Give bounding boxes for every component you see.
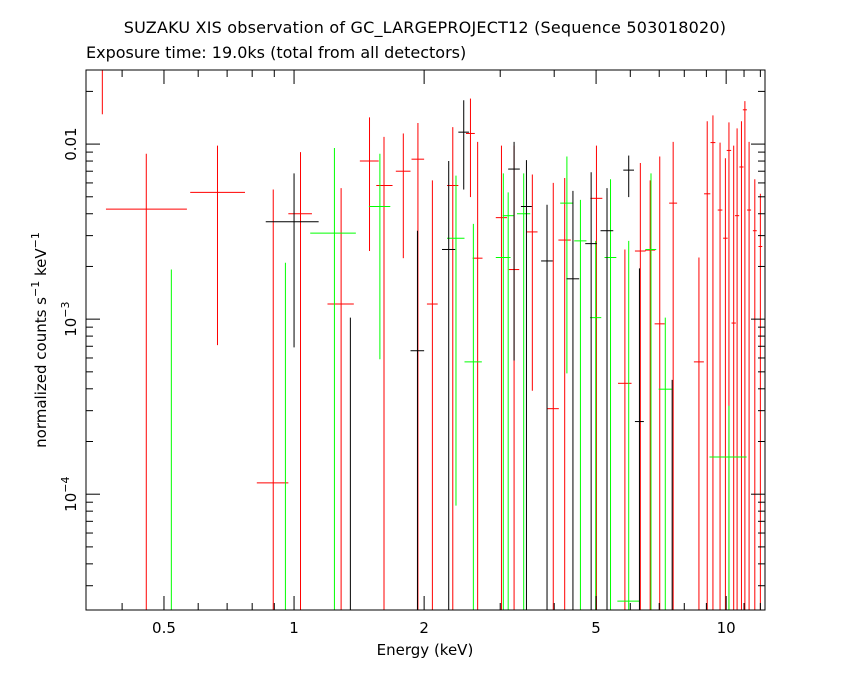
data-point (541, 204, 553, 610)
x-axis-ticks: 0.5 1 2 5 10 (121, 70, 761, 637)
data-point (658, 317, 672, 610)
data-point (560, 156, 574, 374)
svg-text:10−4: 10−4 (59, 477, 80, 512)
data-point (731, 145, 736, 610)
data-point (623, 155, 635, 198)
data-point (604, 179, 617, 610)
data-point (618, 249, 632, 610)
data-point (709, 405, 747, 610)
data-point (739, 121, 744, 610)
data-point (508, 141, 520, 361)
data-point (574, 199, 587, 610)
data-point (359, 117, 379, 252)
y-tick-label: 10−4 (59, 477, 80, 512)
data-point (742, 101, 747, 610)
data-point (447, 175, 465, 506)
data-point (752, 179, 757, 610)
data-point (717, 142, 723, 610)
data-point (645, 180, 656, 610)
data-point (758, 193, 763, 610)
x-tick-label: 1 (289, 619, 299, 637)
data-point (442, 161, 456, 610)
data-point (395, 133, 411, 259)
data-point (600, 188, 614, 610)
data-point (734, 128, 740, 610)
data-point (747, 141, 752, 610)
data-point (410, 230, 425, 610)
data-point (617, 240, 640, 610)
data-point (376, 136, 393, 610)
data-point (495, 173, 511, 610)
data-point (190, 145, 246, 346)
data-point (547, 182, 559, 610)
svg-text:10−3: 10−3 (59, 301, 80, 336)
data-point (426, 180, 438, 610)
x-tick-label: 10 (717, 619, 736, 637)
data-point (502, 192, 514, 610)
data-point (526, 174, 538, 391)
data-point (723, 158, 728, 610)
data-point (256, 189, 289, 610)
data-point (458, 100, 469, 190)
data-point (710, 115, 716, 610)
data-point (704, 121, 711, 610)
data-point (693, 257, 704, 610)
data-point (634, 162, 646, 610)
x-tick-label: 5 (591, 619, 601, 637)
chart-subtitle: Exposure time: 19.0ks (total from all de… (86, 43, 467, 62)
data-point (105, 153, 187, 610)
data-point (589, 240, 602, 610)
data-point (288, 152, 312, 610)
data-points-layer (88, 69, 763, 610)
x-axis-label: Energy (keV) (377, 641, 474, 659)
data-point (466, 98, 475, 198)
data-point (558, 178, 571, 610)
y-tick-label: 0.01 (62, 127, 80, 160)
data-point (669, 141, 678, 610)
y-axis-ticks: 10−4 10−3 0.01 (59, 90, 765, 587)
data-point (464, 223, 482, 610)
x-tick-label: 2 (419, 619, 429, 637)
data-point (590, 145, 603, 610)
data-point (310, 147, 356, 610)
data-point (88, 69, 115, 115)
data-point (327, 188, 354, 610)
data-point (265, 173, 319, 348)
data-point (472, 141, 483, 610)
y-axis-label: normalized counts s−1 keV−1 (29, 232, 50, 448)
chart-title: SUZAKU XIS observation of GC_LARGEPROJEC… (123, 18, 727, 37)
data-point (520, 160, 532, 610)
data-point (495, 145, 507, 610)
plot-frame (85, 69, 766, 611)
data-point (566, 190, 580, 610)
data-point (368, 153, 391, 360)
data-point (516, 173, 531, 610)
data-point (654, 156, 665, 610)
data-point (585, 172, 597, 610)
y-tick-label: 10−3 (59, 301, 80, 336)
x-tick-label: 0.5 (152, 619, 176, 637)
data-point (645, 173, 657, 610)
data-point (634, 268, 644, 610)
svg-text:0.01: 0.01 (62, 127, 80, 160)
